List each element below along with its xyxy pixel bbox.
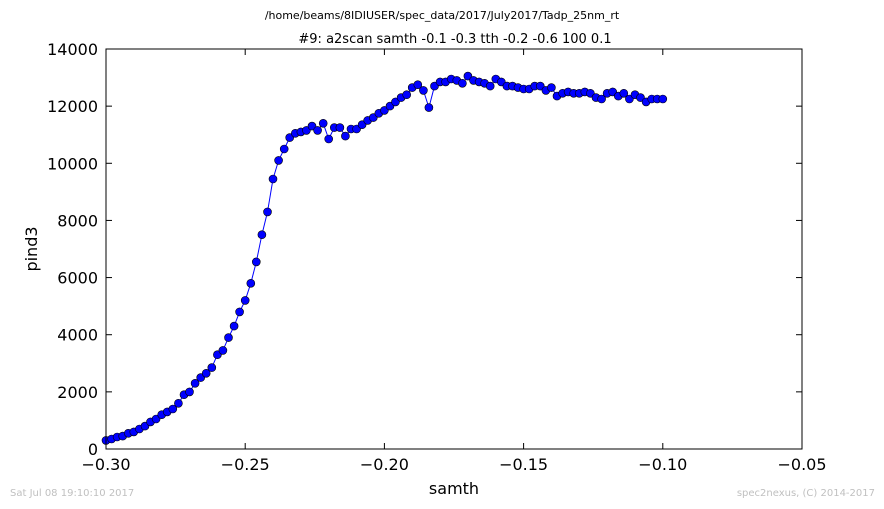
- data-point: [235, 307, 244, 317]
- data-point: [246, 278, 256, 288]
- y-tick-label: 2000: [57, 383, 98, 402]
- data-point: [268, 174, 278, 184]
- data-point: [413, 80, 423, 89]
- x-axis-label: samth: [429, 479, 479, 498]
- data-point: [168, 404, 178, 414]
- data-point: [240, 296, 250, 305]
- data-point: [424, 103, 434, 112]
- data-point: [185, 387, 194, 397]
- data-point: [658, 94, 668, 104]
- data-point: [274, 156, 283, 165]
- data-point: [263, 207, 272, 217]
- data-point: [229, 321, 239, 331]
- data-point: [341, 131, 350, 141]
- data-point: [318, 119, 328, 128]
- data-point: [201, 368, 211, 378]
- data-point: [313, 126, 322, 135]
- series-line: [105, 75, 663, 441]
- data-point: [174, 398, 183, 408]
- x-tick-label: −0.15: [499, 455, 548, 474]
- data-point: [279, 144, 289, 154]
- data-point: [207, 363, 217, 372]
- footer-timestamp: Sat Jul 08 19:10:10 2017: [10, 488, 135, 499]
- x-tick-label: −0.20: [360, 455, 409, 474]
- y-tick-label: 14000: [47, 40, 98, 59]
- axes-frame: [105, 48, 803, 450]
- footer-credit: spec2nexus, (C) 2014-2017: [736, 488, 875, 499]
- data-point: [402, 90, 412, 99]
- data-point: [190, 378, 200, 388]
- x-tick-label: −0.25: [221, 455, 270, 474]
- figure-suptitle: /home/beams/8IDIUSER/spec_data/2017/July…: [264, 9, 620, 22]
- x-tick-label: −0.05: [777, 455, 826, 474]
- data-point: [597, 94, 606, 104]
- axes-ticks: −0.30 −0.25 −0.20 −0.15 −0.10 −0.05 0 2000 4000 6…: [47, 40, 826, 474]
- data-point: [619, 89, 629, 98]
- chart-title: #9: a2scan samth -0.1 -0.3 tth -0.2 -0.6…: [298, 32, 611, 47]
- x-tick-label: −0.10: [638, 455, 687, 474]
- y-tick-label: 4000: [57, 326, 98, 345]
- data-point: [251, 257, 261, 267]
- x-tick-label: −0.30: [81, 455, 130, 474]
- y-axis-label: pind3: [22, 226, 41, 271]
- y-tick-label: 0: [88, 440, 98, 459]
- y-tick-label: 10000: [47, 154, 98, 173]
- y-tick-label: 8000: [57, 211, 98, 230]
- data-point: [224, 333, 233, 342]
- data-point: [547, 83, 556, 92]
- y-tick-label: 6000: [57, 269, 98, 288]
- data-point: [218, 346, 228, 355]
- data-point: [257, 230, 267, 239]
- y-tick-label: 12000: [47, 97, 98, 116]
- data-point: [324, 134, 334, 144]
- data-point: [485, 81, 495, 91]
- data-point: [335, 123, 345, 132]
- data-point: [419, 86, 428, 95]
- plot-area: [101, 71, 668, 445]
- data-point: [458, 79, 467, 88]
